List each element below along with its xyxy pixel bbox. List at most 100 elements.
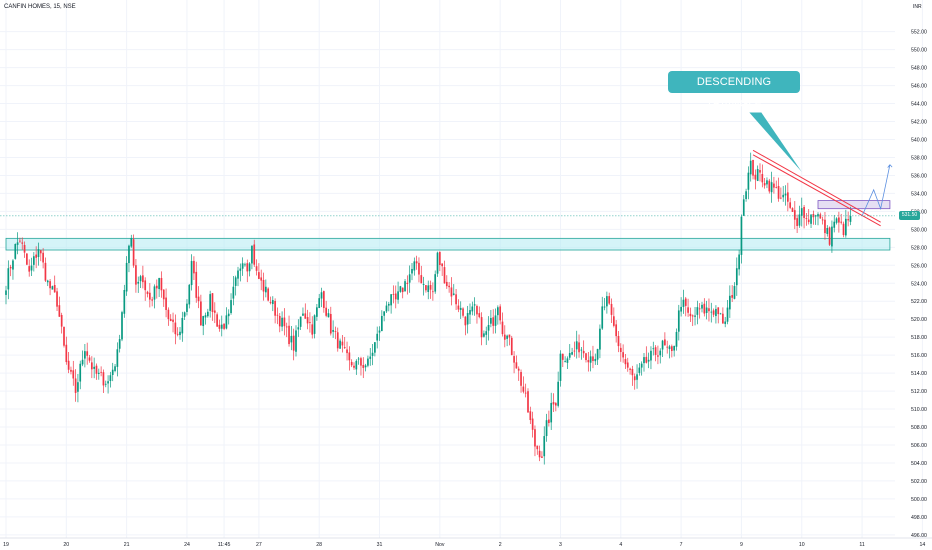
candle-down: [476, 305, 478, 315]
candle-down: [527, 391, 529, 413]
candle-down: [336, 332, 339, 349]
candle-up: [313, 315, 316, 334]
candle-up: [749, 160, 752, 175]
candle-down: [65, 344, 68, 363]
candle-up: [137, 281, 140, 284]
candle-down: [429, 284, 432, 290]
candle-up: [568, 353, 571, 358]
candle-up: [367, 358, 369, 366]
candle-up: [506, 335, 508, 339]
price-tick-label: 522.00: [911, 299, 927, 305]
candle-up: [181, 317, 184, 334]
candle-up: [408, 274, 411, 283]
candle-up: [204, 315, 207, 318]
price-tick-label: 496.00: [911, 533, 927, 539]
candle-down: [21, 242, 24, 244]
candle-up: [603, 306, 606, 308]
candle-up: [638, 367, 641, 373]
candle-down: [684, 298, 687, 306]
candle-up: [51, 286, 54, 290]
candle-down: [777, 186, 780, 199]
candle-down: [612, 316, 615, 326]
price-tick-label: 548.00: [911, 66, 927, 72]
candle-down: [717, 307, 720, 315]
candle-up: [756, 169, 759, 181]
descending-triangle-callout[interactable]: DESCENDING TRIANGLE: [668, 71, 800, 110]
candle-down: [162, 289, 165, 300]
candle-up: [46, 280, 49, 283]
candle-down: [311, 324, 314, 335]
candle-up: [601, 306, 604, 329]
candle-up: [469, 310, 471, 315]
candle-down: [501, 321, 504, 335]
candle-up: [399, 286, 402, 292]
candle-down: [23, 244, 26, 253]
candle-down: [146, 291, 149, 295]
candle-down: [70, 369, 72, 372]
candle-up: [123, 289, 126, 314]
chart-zones: [5, 200, 891, 251]
candle-up: [575, 341, 578, 350]
candle-down: [42, 252, 44, 263]
candle-up: [118, 339, 121, 349]
candle-down: [322, 291, 325, 308]
candle-down: [819, 214, 822, 219]
candle-down: [90, 362, 93, 370]
candle-up: [227, 313, 230, 317]
time-tick-label: 14: [920, 542, 926, 548]
candle-down: [26, 253, 28, 265]
price-tick-label: 512.00: [911, 389, 927, 395]
candle-down: [341, 341, 344, 346]
candle-down: [285, 326, 288, 328]
candle-down: [752, 159, 754, 176]
candle-up: [673, 345, 676, 351]
candle-down: [86, 351, 89, 356]
candle-up: [158, 278, 160, 290]
price-tick-label: 546.00: [911, 84, 927, 90]
candle-up: [220, 324, 223, 329]
candle-up: [320, 292, 323, 299]
candle-up: [411, 268, 413, 274]
candle-down: [223, 323, 225, 329]
candle-up: [109, 375, 112, 381]
candle-up: [471, 306, 474, 312]
last-price-label: 531.50: [899, 211, 920, 221]
candle-down: [499, 306, 502, 321]
time-tick-label: 9: [740, 542, 743, 548]
price-tick-label: 538.00: [911, 155, 927, 161]
time-tick-label: 7: [680, 542, 683, 548]
time-tick-label: 10: [799, 542, 805, 548]
candle-down: [394, 293, 397, 300]
candle-down: [754, 174, 757, 180]
price-tick-label: 510.00: [911, 407, 927, 413]
candle-up: [677, 310, 680, 332]
candle-down: [167, 309, 170, 320]
candle-up: [606, 296, 608, 307]
candle-up: [93, 366, 96, 369]
candle-up: [139, 276, 142, 282]
candle-down: [304, 313, 307, 319]
candle-up: [378, 330, 381, 333]
candle-up: [770, 182, 773, 193]
price-tick-label: 542.00: [911, 120, 927, 126]
candle-up: [281, 317, 283, 327]
candle-down: [513, 356, 515, 363]
candle-up: [705, 307, 708, 313]
candle-down: [622, 352, 624, 358]
candle-down: [457, 305, 460, 310]
candle-down: [28, 266, 31, 272]
candle-up: [766, 180, 768, 185]
candle-down: [165, 297, 167, 310]
candle-up: [271, 300, 274, 305]
time-tick-label: 20: [63, 542, 69, 548]
candle-up: [37, 249, 40, 258]
candle-down: [401, 287, 404, 293]
candle-up: [383, 311, 386, 316]
candle-down: [510, 337, 513, 356]
candle-up: [817, 214, 819, 217]
candle-down: [35, 254, 38, 258]
candle-up: [652, 348, 655, 350]
candle-up: [566, 358, 569, 363]
candle-down: [515, 362, 518, 369]
